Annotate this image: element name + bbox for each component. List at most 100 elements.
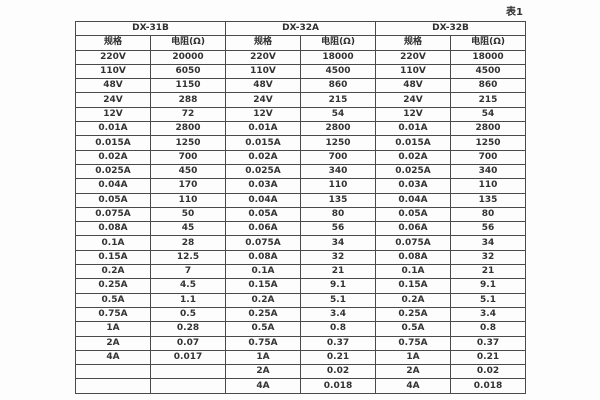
spec-cell: 0.75A <box>75 306 151 323</box>
spec-cell: 0.1A <box>75 235 151 251</box>
resistance-cell: 72 <box>149 106 227 123</box>
spec-cell: 0.15A <box>75 249 151 266</box>
spec-cell: 2A <box>375 364 452 380</box>
spec-cell: 48V <box>225 78 302 94</box>
resistance-cell: 34 <box>450 235 527 251</box>
table-row: 2A 0.02 2A 0.02 <box>75 364 527 380</box>
spec-cell: 0.2A <box>375 292 452 308</box>
spec-cell: 4A <box>225 378 302 394</box>
spec-cell: 48V <box>75 78 151 94</box>
table-caption: 表1 <box>506 7 523 18</box>
spec-cell: 0.06A <box>375 221 452 237</box>
resistance-cell: 32 <box>450 249 527 266</box>
spec-cell: 2A <box>75 335 151 351</box>
resistance-cell: 9.1 <box>450 278 527 294</box>
table-row: 110V 6050 110V 4500 110V 4500 <box>75 63 527 80</box>
spec-cell: 0.075A <box>75 206 151 223</box>
resistance-cell: 20000 <box>149 49 227 65</box>
table-row: 0.01A 2800 0.01A 2800 0.01A 2800 <box>75 121 527 137</box>
resistance-cell: 4500 <box>450 63 527 80</box>
resistance-cell <box>149 364 227 380</box>
spec-cell: 2A <box>225 364 302 380</box>
resistance-cell: 54 <box>450 106 527 123</box>
spec-cell: 0.5A <box>225 321 302 337</box>
resistance-cell: 288 <box>149 92 227 108</box>
resistance-header-cell: 电阻(Ω) <box>300 35 377 51</box>
spec-cell: 0.075A <box>375 235 452 251</box>
resistance-cell: 170 <box>149 178 227 194</box>
table-row: 0.25A 4.5 0.15A 9.1 0.15A 9.1 <box>75 278 527 294</box>
spec-cell: 48V <box>375 78 452 94</box>
table-row: 24V 288 24V 215 24V 215 <box>75 92 527 108</box>
spec-cell: 0.025A <box>225 163 302 180</box>
table-row: 0.5A 1.1 0.2A 5.1 0.2A 5.1 <box>75 292 527 308</box>
spec-cell: 12V <box>75 106 151 123</box>
resistance-cell: 7 <box>149 264 227 280</box>
spec-cell: 0.01A <box>75 121 151 137</box>
spec-cell: 0.015A <box>225 135 302 151</box>
spec-cell: 1A <box>225 349 302 366</box>
spec-cell: 4A <box>75 349 151 366</box>
spec-cell: 0.75A <box>375 335 452 351</box>
spec-cell: 0.02A <box>375 149 452 165</box>
resistance-cell: 340 <box>300 163 377 180</box>
spec-cell: 0.02A <box>75 149 151 165</box>
resistance-cell: 0.018 <box>450 378 527 394</box>
resistance-cell: 135 <box>300 192 377 208</box>
resistance-cell: 135 <box>450 192 527 208</box>
resistance-cell: 34 <box>300 235 377 251</box>
resistance-cell: 450 <box>149 163 227 180</box>
spec-cell: 24V <box>225 92 302 108</box>
spec-cell: 0.015A <box>375 135 452 151</box>
spec-cell: 0.04A <box>375 192 452 208</box>
spec-cell: 24V <box>75 92 151 108</box>
resistance-cell: 3.4 <box>450 306 527 323</box>
spec-cell: 0.25A <box>225 306 302 323</box>
resistance-cell: 215 <box>450 92 527 108</box>
table-row: 48V 1150 48V 860 48V 860 <box>75 78 527 94</box>
table-head: DX-31B DX-32A DX-32B 规格 电阻(Ω) 规格 电阻(Ω) 规格 电阻(Ω) <box>74 20 527 51</box>
resistance-cell: 0.37 <box>450 335 527 351</box>
resistance-cell: 0.21 <box>450 349 527 366</box>
group-header-cell: DX-32A <box>225 20 377 37</box>
resistance-cell: 80 <box>450 206 527 223</box>
spec-header-cell: 规格 <box>375 35 452 51</box>
spec-cell: 24V <box>375 92 452 108</box>
resistance-cell: 1250 <box>149 135 227 151</box>
resistance-cell: 0.21 <box>300 349 377 366</box>
resistance-cell: 54 <box>300 106 377 123</box>
resistance-cell: 0.02 <box>300 364 377 380</box>
resistance-cell: 700 <box>450 149 527 165</box>
table-row: 0.2A 7 0.1A 21 0.1A 21 <box>75 264 527 280</box>
spec-cell <box>75 378 151 394</box>
spec-cell: 0.075A <box>225 235 302 251</box>
resistance-cell: 110 <box>149 192 227 208</box>
spec-cell <box>75 364 151 380</box>
spec-cell: 0.015A <box>75 135 151 151</box>
resistance-cell: 2800 <box>300 121 377 137</box>
spec-cell: 12V <box>225 106 302 123</box>
spec-cell: 220V <box>75 49 151 65</box>
resistance-header-cell: 电阻(Ω) <box>149 35 227 51</box>
resistance-cell: 0.07 <box>149 335 227 351</box>
spec-cell: 0.15A <box>225 278 302 294</box>
spec-cell: 110V <box>375 63 452 80</box>
resistance-cell: 700 <box>300 149 377 165</box>
resistance-header-cell: 电阻(Ω) <box>450 35 527 51</box>
resistance-cell: 0.37 <box>300 335 377 351</box>
resistance-cell: 0.017 <box>149 349 227 366</box>
resistance-cell: 18000 <box>300 49 377 65</box>
resistance-cell: 80 <box>300 206 377 223</box>
spec-cell: 0.03A <box>375 178 452 194</box>
resistance-cell: 6050 <box>149 63 227 80</box>
table-row: 0.075A 50 0.05A 80 0.05A 80 <box>75 206 527 223</box>
spec-cell: 0.05A <box>375 206 452 223</box>
group-header-row: DX-31B DX-32A DX-32B <box>74 20 527 37</box>
resistance-cell: 1150 <box>149 78 227 94</box>
table-row: 1A 0.28 0.5A 0.8 0.5A 0.8 <box>75 321 527 337</box>
table-row: 4A 0.017 1A 0.21 1A 0.21 <box>75 349 527 366</box>
spec-cell: 0.2A <box>225 292 302 308</box>
spec-cell: 220V <box>375 49 452 65</box>
resistance-cell: 215 <box>300 92 377 108</box>
spec-cell: 0.25A <box>75 278 151 294</box>
